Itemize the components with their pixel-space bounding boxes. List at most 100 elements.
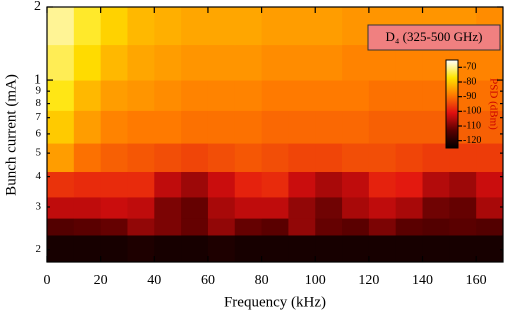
y-tick-label: 8 (36, 97, 42, 109)
heatmap-cell (395, 234, 424, 263)
x-tick-label: 160 (466, 273, 487, 288)
heatmap-cell (234, 7, 263, 46)
heatmap-cell (234, 218, 263, 236)
heatmap-cell (181, 218, 209, 236)
heatmap-cell (422, 218, 450, 236)
heatmap-cell (181, 80, 209, 111)
heatmap-cell (449, 171, 477, 198)
y-tick-label: 9 (36, 85, 42, 97)
heatmap-cell (476, 218, 504, 236)
heatmap-cell (342, 44, 370, 81)
heatmap-cell (127, 143, 155, 173)
colorbar-tick-label: -100 (463, 106, 481, 117)
heatmap-cell (449, 218, 477, 236)
heatmap-cell (47, 196, 75, 219)
heatmap-cell (368, 196, 397, 219)
x-axis-label: Frequency (kHz) (224, 294, 326, 310)
heatmap-cell (181, 110, 209, 144)
heatmap-cell (315, 110, 343, 144)
heatmap-cell (207, 218, 236, 236)
heatmap-cell (395, 110, 424, 144)
heatmap-cell (288, 143, 316, 173)
heatmap-cell (47, 44, 75, 81)
heatmap-cell (127, 234, 155, 263)
heatmap-cell (261, 80, 289, 111)
heatmap-cell (47, 234, 75, 263)
heatmap-cell (315, 80, 343, 111)
heatmap-cell (476, 234, 504, 263)
heatmap-cell (342, 143, 370, 173)
x-tick-label: 120 (358, 273, 379, 288)
annotation-box (367, 24, 501, 51)
heatmap-cell (261, 196, 289, 219)
heatmap-cell (47, 7, 75, 46)
heatmap-cell (100, 196, 128, 219)
heatmap-cell (449, 234, 477, 263)
heatmap-cell (100, 234, 128, 263)
heatmap-cell (207, 234, 236, 263)
y-tick-label: 6 (36, 127, 42, 139)
heatmap-cell (154, 7, 182, 46)
heatmap-cell (422, 234, 450, 263)
colorbar-tick-label: -120 (463, 135, 481, 146)
heatmap-cell (342, 110, 370, 144)
heatmap-cell (288, 234, 316, 263)
heatmap-cell (315, 44, 343, 81)
heatmap-cell (234, 110, 263, 144)
heatmap-cell (261, 143, 289, 173)
heatmap-cell (315, 234, 343, 263)
heatmap-cell (395, 218, 424, 236)
y-tick-label: 1 (34, 72, 41, 87)
heatmap-cell (261, 110, 289, 144)
heatmap-cell (261, 44, 289, 81)
heatmap-cell (315, 7, 343, 46)
heatmap-cell (395, 143, 424, 173)
heatmap-cell (261, 7, 289, 46)
heatmap-cell (47, 218, 75, 236)
y-tick-label: 4 (36, 170, 42, 182)
heatmap-cell (154, 143, 182, 173)
heatmap-cell (207, 196, 236, 219)
heatmap-cell (181, 143, 209, 173)
heatmap-cell (73, 234, 102, 263)
colorbar-label: PSD (dBm) (487, 78, 499, 130)
heatmap-cell (342, 7, 370, 46)
heatmap-cell (395, 80, 424, 111)
heatmap-cell (234, 80, 263, 111)
x-tick-label: 60 (201, 273, 215, 288)
heatmap-cell (395, 171, 424, 198)
heatmap-cell (368, 80, 397, 111)
heatmap-cell (100, 143, 128, 173)
heatmap-cell (127, 196, 155, 219)
heatmap-cell (288, 44, 316, 81)
x-tick-label: 140 (412, 273, 433, 288)
heatmap-cell (288, 7, 316, 46)
heatmap-cell (422, 171, 450, 198)
heatmap-cell (127, 171, 155, 198)
heatmap-cell (73, 80, 102, 111)
heatmap-cell (234, 196, 263, 219)
heatmap-cell (368, 44, 397, 81)
heatmap-cell (207, 143, 236, 173)
heatmap-cell (100, 7, 128, 46)
heatmap-cell (315, 143, 343, 173)
heatmap-cell (342, 218, 370, 236)
heatmap-cell (315, 218, 343, 236)
heatmap-cell (154, 171, 182, 198)
x-tick-label: 100 (305, 273, 326, 288)
heatmap-cell (288, 218, 316, 236)
heatmap-cell (476, 80, 504, 111)
heatmap-cell (368, 234, 397, 263)
heatmap-cell (154, 234, 182, 263)
heatmap-cell (395, 44, 424, 81)
heatmap-cell (261, 171, 289, 198)
x-tick-label: 80 (255, 273, 269, 288)
heatmap-cell (422, 44, 450, 81)
colorbar-tick-label: -110 (463, 120, 481, 131)
heatmap-cell (181, 44, 209, 81)
y-tick-label: 5 (36, 147, 42, 159)
heatmap-cell (234, 234, 263, 263)
heatmap-cell (73, 7, 102, 46)
heatmap-cell (47, 80, 75, 111)
heatmap-cell (476, 171, 504, 198)
